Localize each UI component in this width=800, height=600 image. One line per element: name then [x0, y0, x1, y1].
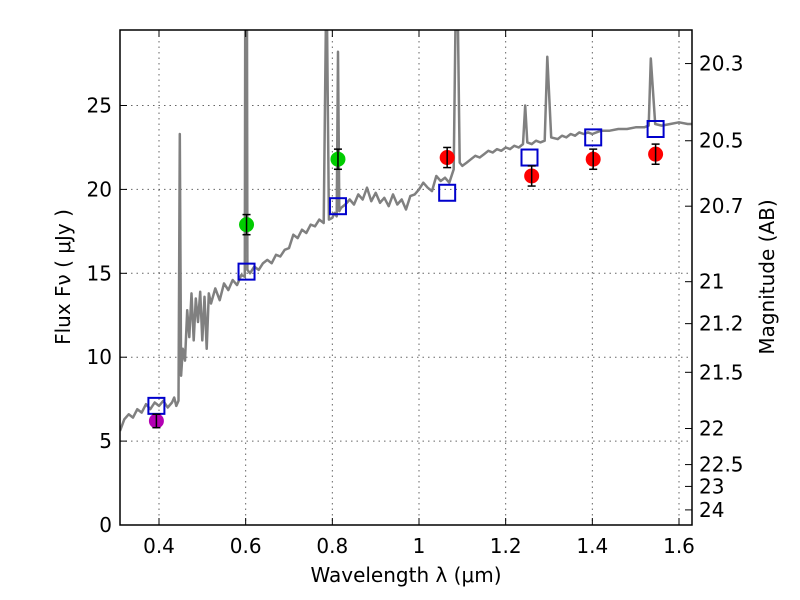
- y-tick-label: 5: [99, 429, 112, 453]
- x-axis-title: Wavelength λ (μm): [310, 563, 501, 587]
- plot-frame: [119, 29, 693, 526]
- mag-tick-label: 22: [699, 417, 724, 441]
- x-tick-label: 0.4: [143, 534, 175, 558]
- x-tick-label: 1.2: [490, 534, 522, 558]
- model-photometry-square: [584, 128, 603, 147]
- y-tick-label: 10: [87, 345, 112, 369]
- mag-tick-label: 21.5: [699, 360, 744, 384]
- mag-tick-label: 23: [699, 474, 724, 498]
- x-tick-label: 1.6: [663, 534, 695, 558]
- y-tick-label: 0: [99, 513, 112, 537]
- mag-tick-label: 20.7: [699, 194, 744, 218]
- y-tick-label: 25: [87, 94, 112, 118]
- mag-tick-label: 22.5: [699, 453, 744, 477]
- tick-marks: [120, 30, 692, 526]
- marker-layer: [147, 120, 665, 429]
- mag-tick-label: 20.5: [699, 129, 744, 153]
- x-tick-label: 1.4: [576, 534, 608, 558]
- spectrum-layer: [120, 30, 692, 432]
- y-tick-label: 15: [87, 261, 112, 285]
- model-photometry-square: [237, 262, 256, 281]
- model-photometry-square: [328, 197, 347, 216]
- y-axis-title: Flux Fν ( μJy ): [51, 209, 75, 345]
- mag-tick-label: 24: [699, 498, 724, 522]
- model-photometry-square: [646, 120, 665, 138]
- tick-labels: 0.4 0.6 0.8 1 1.2 1.4 1.6 0 5 10 15 20 25 20.3 20.5 20.…: [87, 52, 744, 558]
- y-tick-label: 20: [87, 177, 112, 201]
- model-photometry-square: [438, 183, 457, 202]
- x-tick-label: 1: [413, 534, 426, 558]
- spectrum-line: [120, 30, 692, 432]
- mag-tick-label: 21: [699, 270, 724, 294]
- x-tick-label: 0.8: [316, 534, 348, 558]
- x-tick-label: 0.6: [230, 534, 262, 558]
- y2-axis-title: Magnitude (AB): [755, 199, 779, 354]
- mag-tick-label: 20.3: [699, 52, 744, 76]
- mag-tick-label: 21.2: [699, 312, 744, 336]
